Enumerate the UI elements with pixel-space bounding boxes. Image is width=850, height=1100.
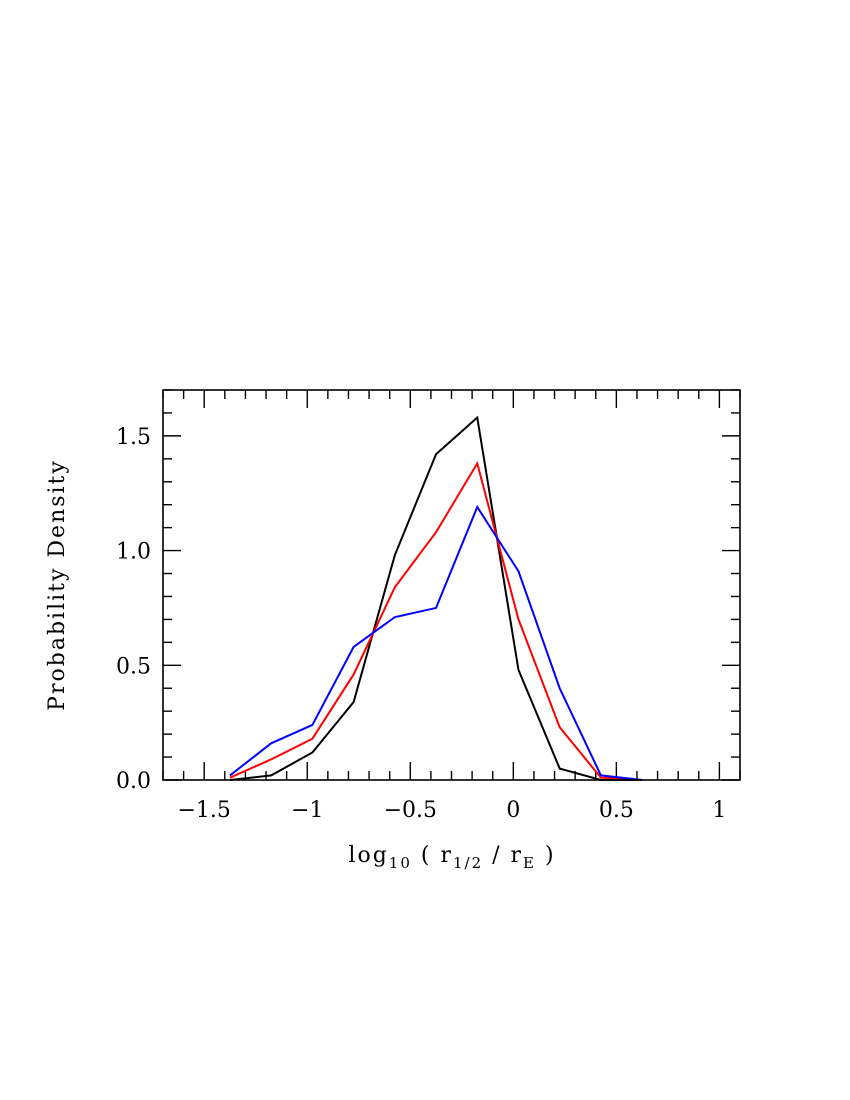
ticks (162, 389, 741, 781)
series-line-3 (229, 504, 643, 781)
tick-labels: −1.5 −1 −0.5 0 0.5 1 0.0 0.5 1.0 1.5 (116, 425, 726, 823)
plot-frame (162, 389, 741, 781)
series-group (229, 415, 643, 781)
x-tick-label: −0.5 (384, 798, 437, 823)
x-axis-label: log10 ( r1/2 / rE ) (348, 843, 555, 872)
x-tick-label: 0.5 (599, 798, 634, 823)
y-tick-label: 0.0 (116, 769, 151, 794)
y-tick-label: 1.0 (116, 540, 151, 565)
y-tick-label: 0.5 (116, 654, 151, 679)
x-tick-label: −1 (291, 798, 323, 823)
x-tick-label: −1.5 (178, 798, 231, 823)
series-line-1 (229, 415, 643, 781)
series-line-2 (229, 460, 643, 781)
x-tick-label: 0 (506, 798, 520, 823)
y-tick-label: 1.5 (116, 425, 151, 450)
y-axis-label: Probability Density (45, 459, 70, 711)
x-tick-label: 1 (712, 798, 726, 823)
